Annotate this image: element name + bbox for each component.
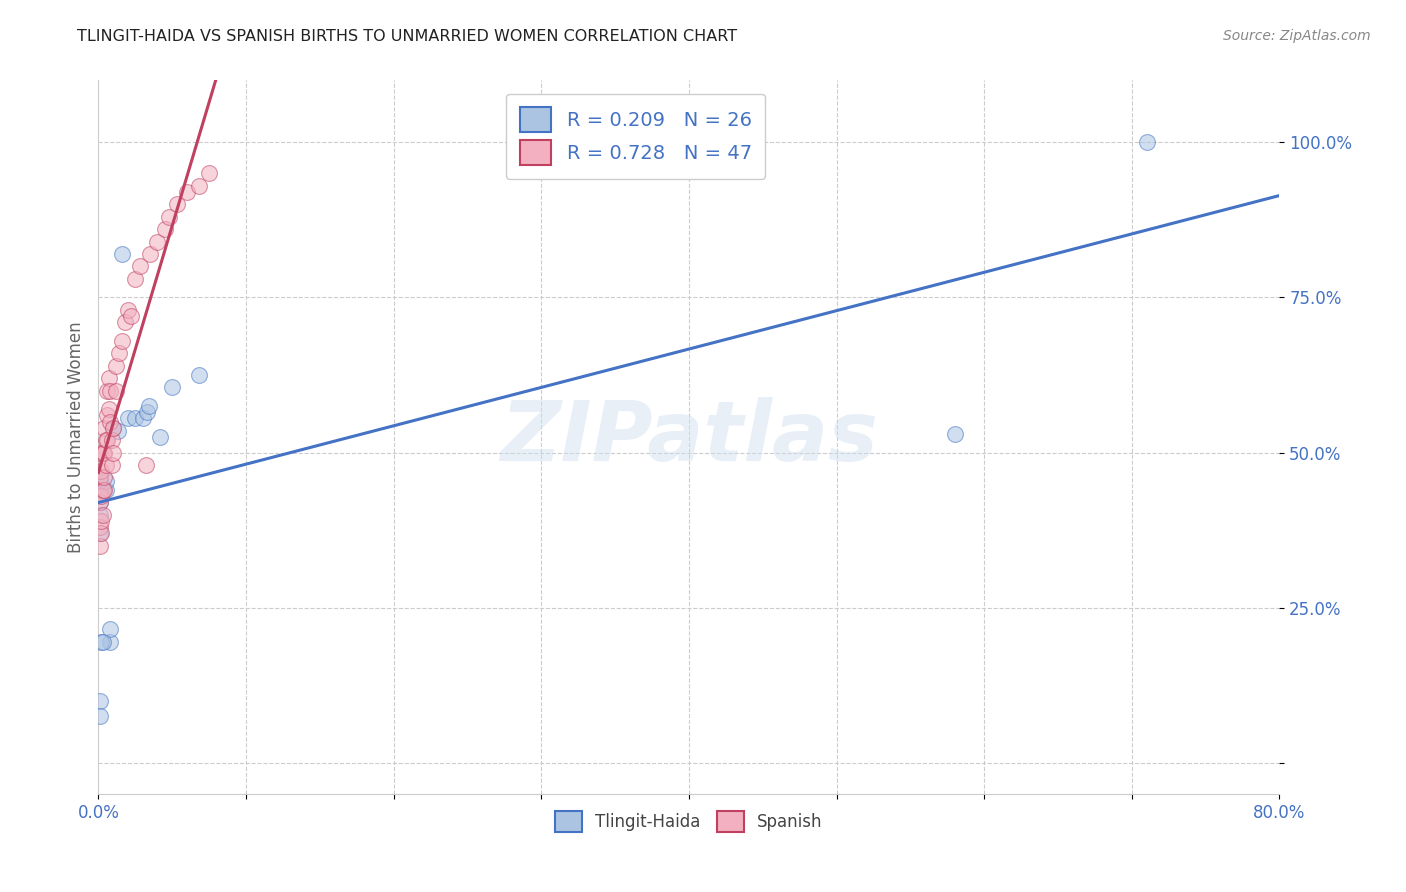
Point — [157, 210, 180, 224]
Point — [146, 235, 169, 249]
Point — [89, 539, 111, 553]
Point — [89, 709, 111, 723]
Point — [89, 495, 111, 509]
Point — [138, 399, 160, 413]
Point — [105, 384, 128, 398]
Point — [91, 508, 114, 522]
Point — [97, 402, 120, 417]
Point — [91, 635, 114, 649]
Point — [91, 483, 114, 497]
Point — [93, 421, 115, 435]
Point — [96, 384, 118, 398]
Point — [114, 315, 136, 329]
Point — [117, 302, 139, 317]
Point — [136, 405, 159, 419]
Point — [124, 411, 146, 425]
Point — [89, 694, 111, 708]
Point — [98, 415, 121, 429]
Point — [93, 483, 115, 497]
Point — [89, 483, 111, 497]
Point — [162, 380, 183, 394]
Point — [90, 635, 112, 649]
Point — [93, 470, 115, 484]
Point — [98, 384, 121, 398]
Legend: Tlingit-Haida, Spanish: Tlingit-Haida, Spanish — [548, 805, 830, 839]
Point — [103, 421, 125, 435]
Point — [128, 260, 150, 274]
Point — [89, 526, 111, 541]
Point — [100, 433, 122, 447]
Y-axis label: Births to Unmarried Women: Births to Unmarried Women — [66, 321, 84, 553]
Point — [105, 359, 128, 373]
Point — [89, 508, 111, 522]
Point — [166, 197, 188, 211]
Point — [943, 427, 966, 442]
Point — [198, 166, 221, 180]
Text: TLINGIT-HAIDA VS SPANISH BIRTHS TO UNMARRIED WOMEN CORRELATION CHART: TLINGIT-HAIDA VS SPANISH BIRTHS TO UNMAR… — [77, 29, 738, 44]
Point — [107, 424, 129, 438]
Point — [90, 489, 112, 503]
Point — [89, 520, 111, 534]
Point — [94, 458, 117, 472]
Point — [94, 433, 117, 447]
Point — [90, 526, 112, 541]
Point — [98, 635, 121, 649]
Point — [93, 445, 115, 459]
Point — [89, 445, 111, 459]
Point — [103, 421, 125, 435]
Point — [89, 495, 111, 509]
Point — [176, 185, 198, 199]
Point — [94, 483, 117, 497]
Point — [187, 368, 209, 382]
Point — [96, 433, 118, 447]
Point — [139, 247, 162, 261]
Text: Source: ZipAtlas.com: Source: ZipAtlas.com — [1223, 29, 1371, 43]
Point — [1136, 136, 1159, 150]
Text: ZIPatlas: ZIPatlas — [501, 397, 877, 477]
Point — [111, 247, 134, 261]
Point — [89, 474, 111, 488]
Point — [149, 430, 172, 444]
Point — [89, 470, 111, 484]
Point — [98, 623, 121, 637]
Point — [111, 334, 134, 348]
Point — [135, 458, 157, 472]
Point — [117, 411, 139, 425]
Point — [108, 346, 131, 360]
Point — [100, 458, 122, 472]
Point — [94, 474, 117, 488]
Point — [91, 445, 114, 459]
Point — [90, 464, 112, 478]
Point — [96, 409, 118, 423]
Point — [124, 272, 146, 286]
Point — [90, 514, 112, 528]
Point — [97, 371, 120, 385]
Point — [103, 445, 125, 459]
Point — [187, 178, 209, 193]
Point — [132, 411, 155, 425]
Point — [120, 309, 142, 323]
Point — [153, 222, 176, 236]
